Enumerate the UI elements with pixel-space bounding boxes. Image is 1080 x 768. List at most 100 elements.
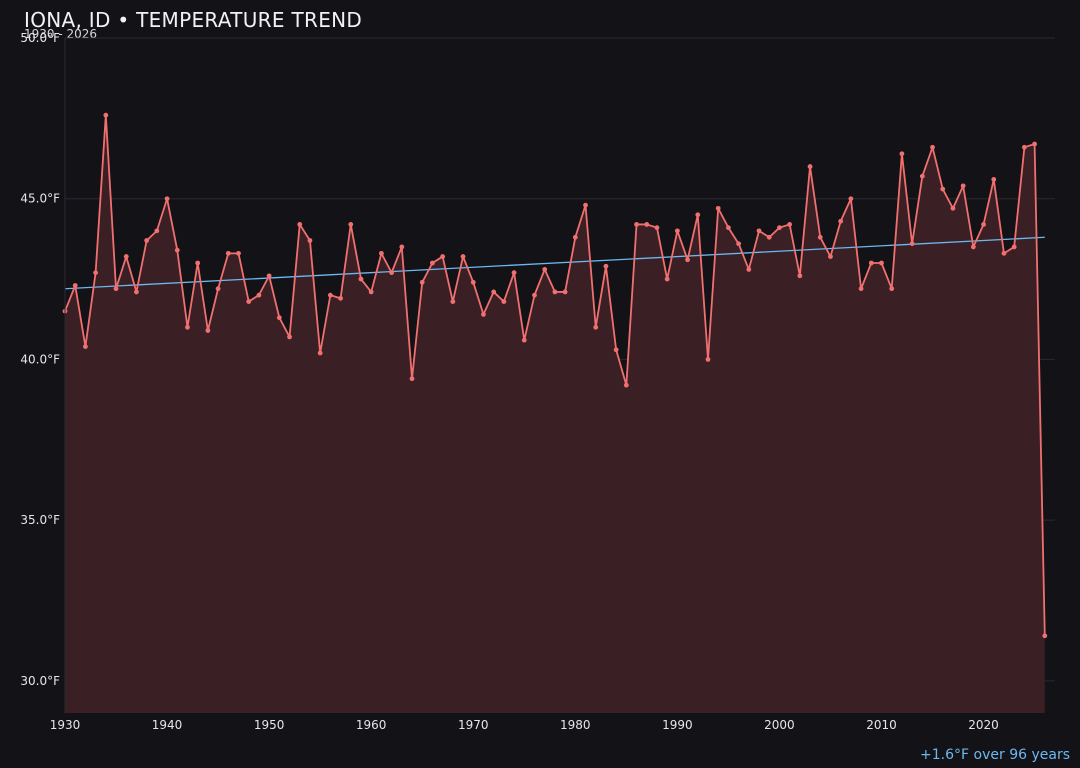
- data-point: [1032, 141, 1037, 147]
- data-point: [236, 250, 241, 256]
- data-point: [674, 228, 680, 234]
- data-point: [583, 202, 588, 208]
- data-point: [705, 357, 711, 362]
- data-point: [828, 254, 833, 259]
- trend-layer: [64, 236, 1045, 290]
- data-point: [317, 350, 323, 356]
- x-tick-label: 1940: [152, 718, 183, 732]
- data-point: [389, 270, 394, 276]
- data-point: [358, 276, 364, 282]
- data-point: [664, 276, 670, 282]
- data-point: [807, 164, 813, 169]
- data-point: [338, 295, 343, 301]
- data-point: [256, 292, 262, 298]
- data-point: [83, 344, 88, 349]
- data-point: [593, 324, 599, 330]
- data-point: [746, 267, 752, 272]
- data-point: [562, 289, 568, 295]
- data-point: [1042, 633, 1048, 639]
- y-tick-label: 35.0°F: [20, 513, 60, 527]
- data-point: [113, 286, 119, 292]
- data-point: [970, 244, 976, 250]
- x-tick-label: 2000: [764, 718, 795, 732]
- data-point: [287, 334, 292, 340]
- data-point: [1021, 144, 1027, 150]
- data-point: [399, 244, 405, 250]
- data-point: [154, 228, 160, 234]
- data-point: [195, 260, 201, 266]
- data-point: [879, 260, 884, 266]
- data-point: [838, 218, 844, 224]
- data-point: [185, 324, 190, 330]
- data-point: [460, 254, 466, 259]
- data-point: [521, 337, 527, 343]
- x-tick-label: 1960: [356, 718, 387, 732]
- data-point: [266, 273, 272, 279]
- x-tick-label: 1930: [50, 718, 81, 732]
- data-point: [644, 222, 650, 227]
- data-point: [919, 173, 925, 179]
- data-point: [205, 328, 211, 333]
- x-tick-label: 1970: [458, 718, 489, 732]
- data-point: [787, 222, 793, 227]
- data-point: [123, 254, 129, 259]
- data-point: [532, 292, 537, 298]
- data-point: [654, 225, 660, 231]
- data-point: [940, 186, 946, 192]
- y-tick-label: 40.0°F: [20, 352, 60, 366]
- y-tick-label: 45.0°F: [20, 192, 60, 206]
- data-point: [225, 250, 231, 256]
- data-point: [348, 222, 354, 227]
- data-point: [72, 283, 78, 288]
- data-point: [491, 289, 497, 295]
- data-point: [307, 238, 313, 243]
- data-point: [930, 144, 935, 150]
- chart-title: IONA, ID • TEMPERATURE TREND: [24, 8, 363, 32]
- data-point: [164, 196, 170, 202]
- data-point: [134, 289, 139, 295]
- x-tick-label: 2010: [866, 718, 897, 732]
- series-area: [65, 115, 1045, 713]
- data-point: [419, 279, 425, 285]
- x-tick-label: 1980: [560, 718, 591, 732]
- data-point: [960, 183, 966, 189]
- data-point: [950, 205, 956, 211]
- data-point: [327, 292, 333, 298]
- data-point: [634, 222, 639, 227]
- data-point: [777, 225, 782, 231]
- data-point: [756, 228, 762, 234]
- y-tick-label: 50.0°F: [20, 31, 60, 45]
- data-point: [685, 257, 690, 263]
- x-tick-label: 1990: [662, 718, 693, 732]
- y-tick-label: 30.0°F: [20, 674, 60, 688]
- data-point: [858, 286, 864, 292]
- data-point: [1001, 250, 1007, 256]
- data-point: [817, 234, 823, 240]
- data-point: [440, 254, 446, 259]
- data-point: [430, 260, 435, 266]
- point-layer: [62, 112, 1048, 639]
- data-point: [481, 312, 486, 317]
- data-point: [470, 279, 476, 285]
- data-point: [991, 177, 997, 182]
- data-point: [542, 267, 548, 272]
- data-point: [144, 238, 150, 243]
- axis-layer: 30.0°F 35.0°F 40.0°F 45.0°F 50.0°F 1930 1940 19…: [20, 31, 998, 732]
- data-point: [215, 286, 221, 292]
- data-point: [848, 196, 854, 202]
- data-point: [726, 225, 731, 231]
- trend-line: [64, 236, 1045, 290]
- data-point: [623, 382, 629, 388]
- data-point: [695, 212, 701, 218]
- data-point: [889, 286, 895, 292]
- data-point: [766, 234, 772, 240]
- data-point: [572, 234, 578, 240]
- data-point: [736, 241, 742, 247]
- x-tick-label: 2020: [968, 718, 999, 732]
- data-point: [450, 299, 456, 304]
- data-point: [552, 289, 558, 295]
- data-point: [276, 315, 282, 321]
- data-point: [1011, 244, 1017, 250]
- data-point: [93, 270, 99, 276]
